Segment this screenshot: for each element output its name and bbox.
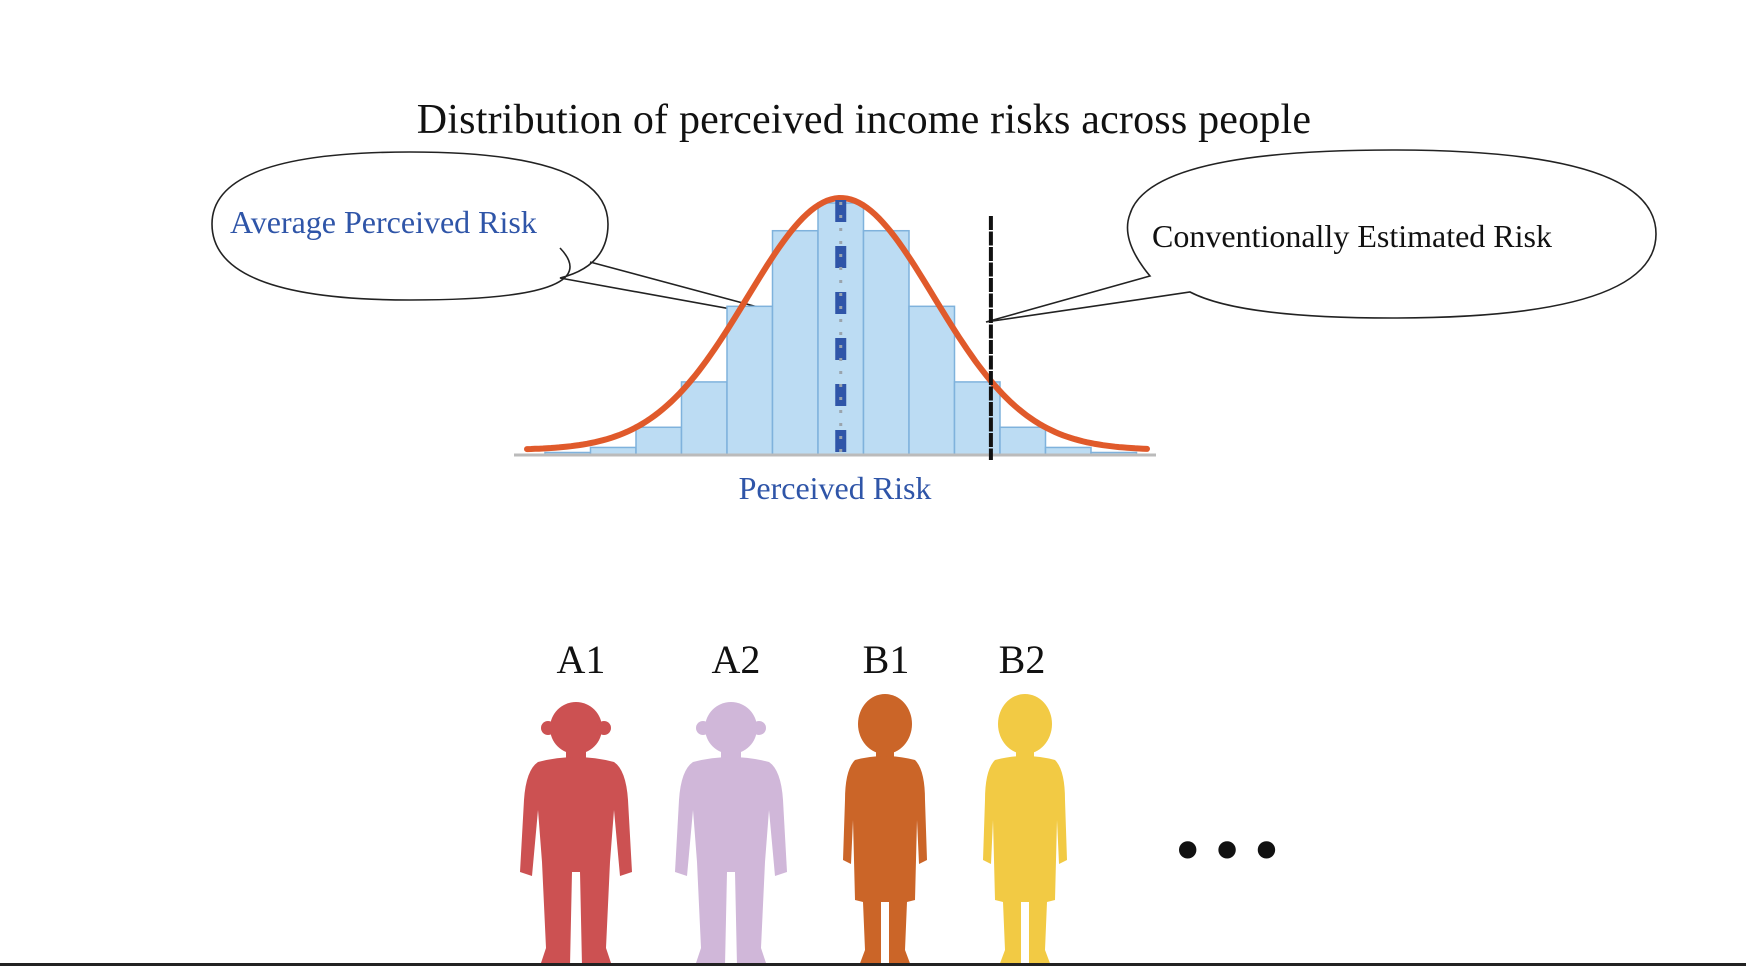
histogram-bar-10 — [953, 381, 1001, 456]
histogram-bar-11 — [999, 426, 1047, 456]
boy-silhouette-icon — [520, 702, 632, 966]
bottom-rule — [0, 963, 1746, 966]
histogram-bars — [544, 202, 1138, 456]
histogram-bar-7 — [817, 202, 865, 456]
boy-silhouette-icon — [675, 702, 787, 966]
histogram-bar-6 — [771, 229, 819, 456]
person-label-b2: B2 — [998, 637, 1046, 682]
person-label-a1: A1 — [556, 637, 606, 682]
conventional-risk-label: Conventionally Estimated Risk — [1152, 218, 1552, 254]
histogram-bar-8 — [862, 229, 910, 456]
conventional-risk-callout — [985, 149, 1657, 323]
histogram-bar-4 — [680, 381, 728, 456]
person-label-a2: A2 — [711, 637, 761, 682]
person-label-b1: B1 — [862, 637, 910, 682]
histogram-bar-5 — [726, 305, 774, 456]
girl-silhouette-icon — [843, 694, 927, 966]
people-row — [520, 694, 1067, 966]
diagram-title: Distribution of perceived income risks a… — [416, 97, 1312, 143]
normal-density-curve — [524, 194, 1150, 453]
more-people-ellipsis: ••• — [1170, 817, 1289, 887]
average-risk-label: Average Perceived Risk — [230, 204, 537, 240]
girl-silhouette-icon — [983, 694, 1067, 966]
average-risk-callout — [211, 151, 837, 329]
x-axis-label: Perceived Risk — [738, 470, 932, 506]
histogram-bar-3 — [635, 426, 683, 456]
histogram-bar-9 — [908, 305, 956, 456]
